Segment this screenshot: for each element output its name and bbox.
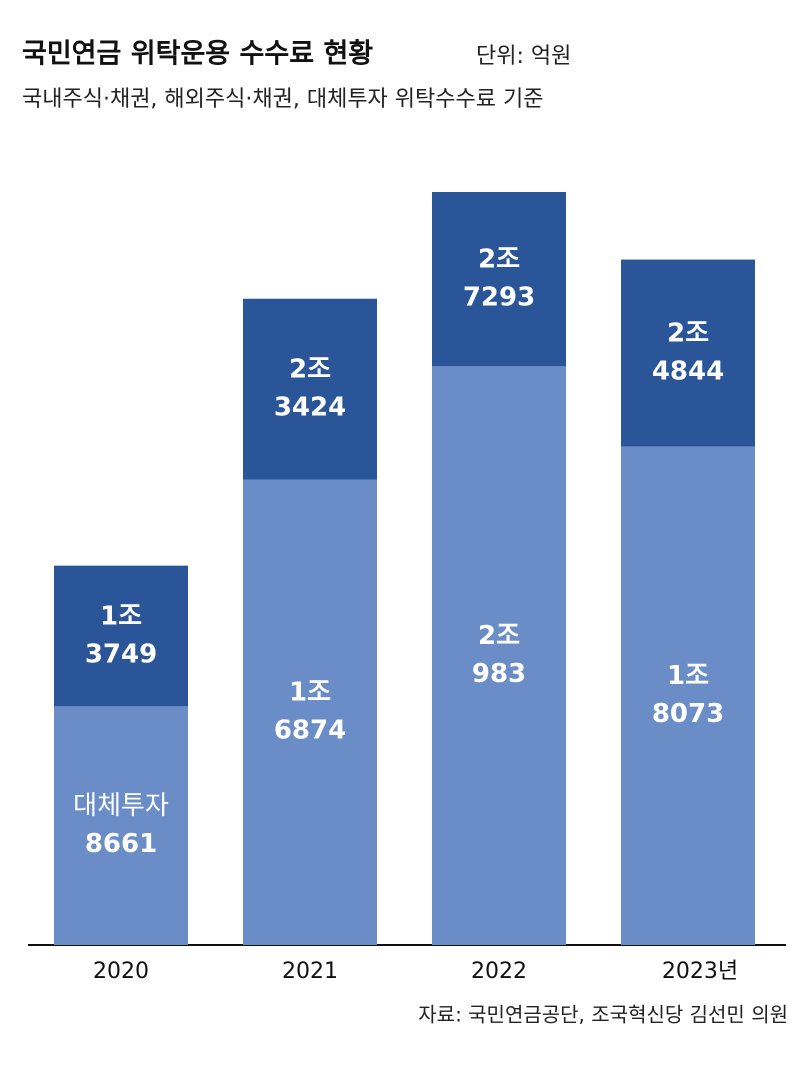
bar <box>243 479 377 945</box>
x-tick-label: 2021 <box>282 959 338 984</box>
series-name: 대체투자 <box>73 791 169 821</box>
x-tick-label: 2020 <box>93 959 149 984</box>
value-label: 1조 <box>667 661 709 691</box>
value-label: 2조 <box>289 355 331 385</box>
value-label: 1조 <box>289 678 331 708</box>
value-label: 1조 <box>100 601 142 631</box>
bar <box>432 366 566 945</box>
chart-title: 국민연금 위탁운용 수수료 현황 <box>22 39 373 70</box>
value-label: 3424 <box>274 393 346 423</box>
bar <box>621 446 755 945</box>
x-tick-label: 2022 <box>471 959 527 984</box>
x-tick-label: 2023년 <box>662 959 738 984</box>
value-label: 2조 <box>667 318 709 348</box>
value-label: 8661 <box>85 829 157 859</box>
value-label: 2조 <box>478 245 520 275</box>
value-label: 4844 <box>652 356 724 386</box>
subtitle: 국내주식·채권, 해외주식·채권, 대체투자 위탁수수료 기준 <box>22 87 543 112</box>
value-label: 7293 <box>463 283 535 313</box>
value-label: 2조 <box>478 621 520 651</box>
value-label: 6874 <box>274 716 346 746</box>
value-label: 983 <box>472 659 526 689</box>
source: 자료: 국민연금공단, 조국혁신당 김선민 의원 <box>418 1003 788 1027</box>
value-label: 8073 <box>652 699 724 729</box>
value-label: 3749 <box>85 639 157 669</box>
unit: 단위: 억원 <box>476 44 571 69</box>
bar <box>54 706 188 945</box>
